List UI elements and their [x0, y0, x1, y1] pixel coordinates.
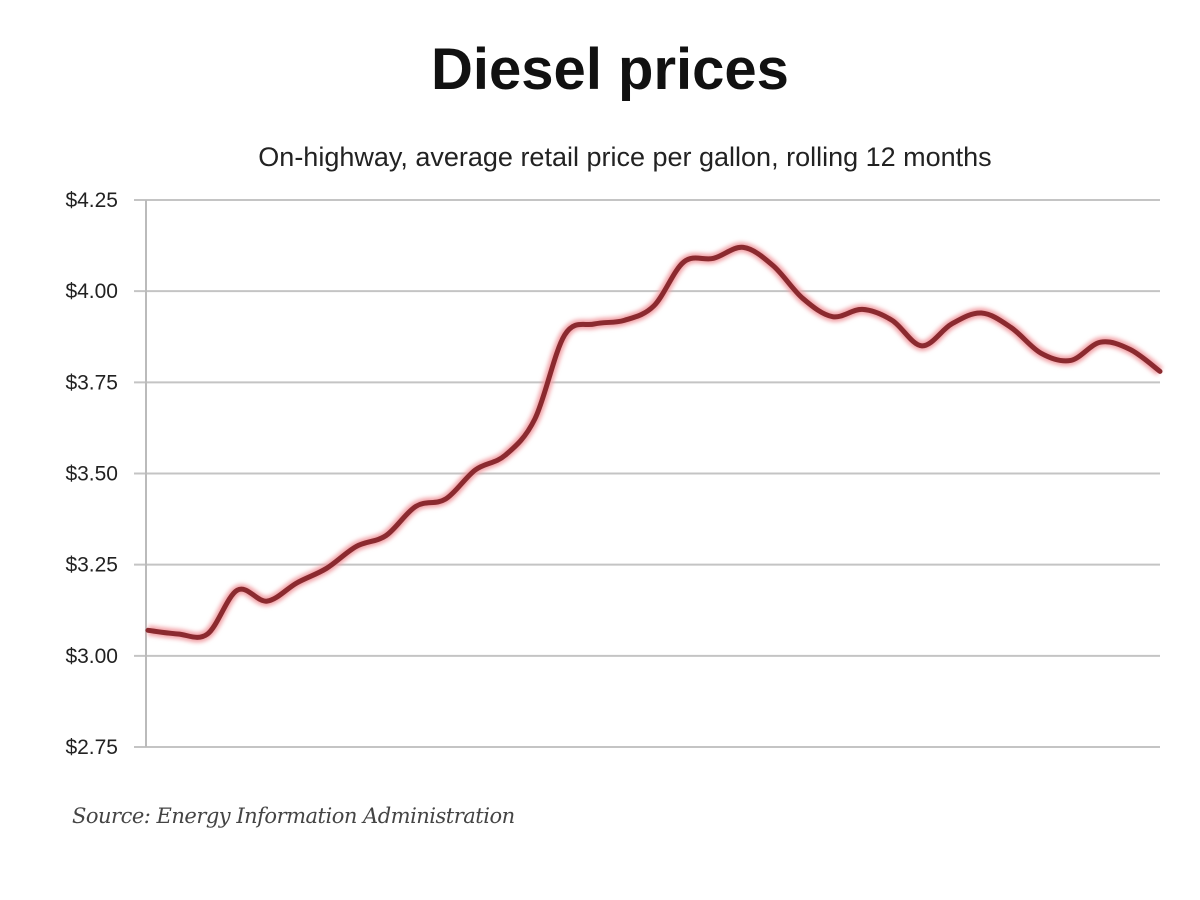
gridlines	[134, 199, 1160, 748]
y-tick-label: $3.50	[65, 463, 118, 486]
series-line-diesel-price	[145, 244, 1163, 640]
source-note: Source: Energy Information Administratio…	[72, 804, 515, 828]
y-tick-label: $3.00	[65, 645, 118, 668]
series-group	[145, 242, 1164, 643]
y-tick-label: $3.75	[65, 371, 118, 394]
y-tick-label: $3.25	[65, 554, 118, 577]
y-tick-label: $4.00	[65, 280, 118, 303]
y-axis-ticks: $2.75 $3.00 $3.25 $3.50 $3.75 $4.00 $4.25	[65, 189, 118, 759]
chart-title: Diesel prices	[431, 37, 789, 102]
y-tick-label: $4.25	[65, 189, 118, 212]
y-tick-label: $2.75	[65, 736, 118, 759]
chart-subtitle: On-highway, average retail price per gal…	[258, 142, 992, 172]
